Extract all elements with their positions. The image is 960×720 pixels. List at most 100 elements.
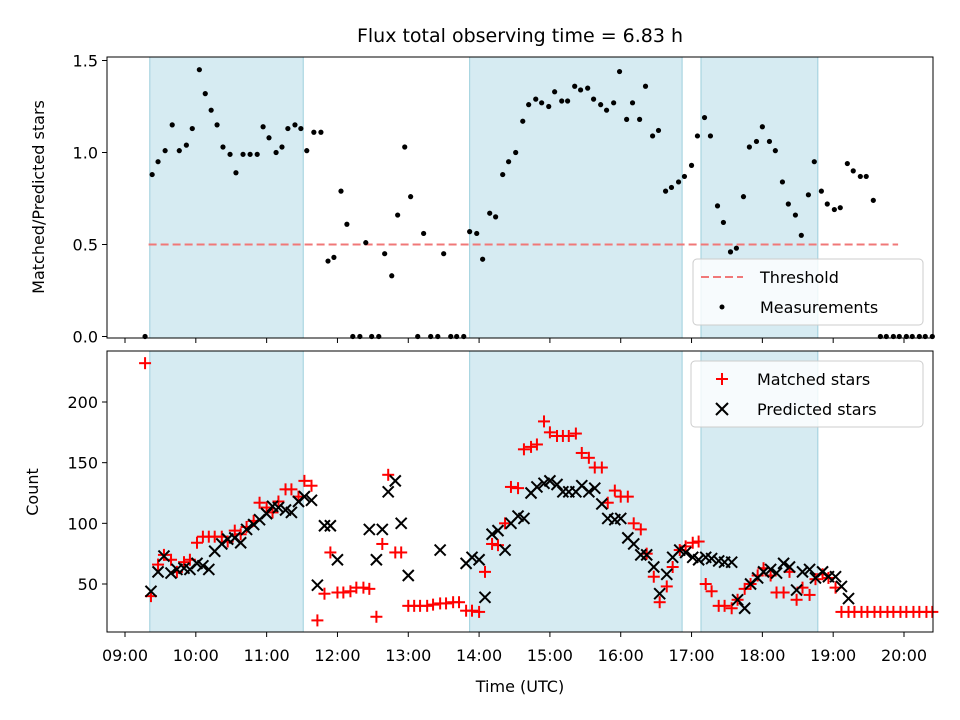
matched-star-point	[692, 535, 705, 548]
predicted-star-point	[485, 528, 499, 541]
measurement-point	[870, 197, 876, 203]
measurement-point	[727, 249, 734, 255]
predicted-star-point	[389, 474, 402, 488]
measurement-point	[408, 194, 414, 200]
measurement-point	[675, 179, 682, 185]
bottom-x-tick-label: 16:00	[598, 646, 644, 665]
measurement-point	[844, 160, 850, 167]
matched-star-point	[718, 599, 731, 612]
predicted-star-stroke-b	[202, 563, 216, 576]
matched-star-point	[543, 426, 556, 439]
measurement-point	[837, 205, 843, 211]
matched-star-point	[285, 483, 298, 496]
predicted-star-point	[764, 563, 777, 576]
matched-star-point	[705, 585, 718, 598]
predicted-star-point	[272, 501, 285, 514]
measurement-point	[857, 173, 863, 180]
matched-star-point	[926, 605, 939, 618]
predicted-star-stroke-b	[376, 523, 389, 536]
measurement-point	[707, 133, 714, 139]
predicted-star-point	[660, 568, 673, 581]
predicted-star-stroke-b	[331, 553, 344, 566]
measurement-point	[318, 129, 324, 135]
top-legend: Threshold Measurements	[692, 258, 924, 326]
predicted-star-stroke-b	[472, 553, 486, 566]
predicted-star-stroke-b	[575, 479, 588, 492]
bottom-legend: Matched stars Predicted stars	[690, 360, 924, 428]
predicted-star-stroke-b	[318, 519, 331, 532]
matched-star-point	[621, 490, 634, 503]
predicted-star-point	[305, 494, 318, 507]
measurement-point	[220, 144, 226, 150]
measurement-point	[389, 273, 395, 279]
predicted-star-stroke-b	[177, 562, 191, 575]
measurement-point	[785, 201, 791, 207]
measurement-point	[533, 96, 539, 102]
predicted-star-point	[331, 553, 344, 566]
predicted-star-stroke-b	[279, 503, 292, 517]
predicted-star-stroke-b	[511, 509, 525, 523]
predicted-star-point	[725, 555, 738, 569]
measurement-point	[759, 124, 765, 130]
predicted-star-stroke-b	[842, 592, 855, 605]
measurement-point	[176, 148, 182, 154]
measurement-point	[655, 127, 662, 134]
predicted-star-stroke-b	[712, 554, 725, 568]
predicted-star-stroke-b	[266, 500, 279, 513]
bottom-legend-box	[690, 360, 924, 428]
predicted-star-stroke-b	[770, 566, 783, 580]
matched-star-point	[298, 474, 311, 487]
predicted-star-stroke-b	[311, 579, 324, 592]
matched-star-point	[305, 479, 318, 492]
predicted-star-stroke-b	[731, 593, 744, 606]
measurement-point	[662, 188, 669, 194]
measurement-point	[526, 102, 532, 108]
matched-star-point	[595, 461, 608, 474]
measurement-point	[266, 135, 272, 141]
bottom-x-tick-label: 20:00	[881, 646, 927, 665]
measurement-point	[169, 122, 175, 128]
predicted-star-stroke-b	[835, 580, 848, 593]
predicted-star-point	[240, 523, 253, 536]
predicted-star-stroke-b	[543, 474, 557, 488]
matched-star-point	[190, 536, 203, 549]
predicted-star-point	[757, 565, 770, 579]
bottom-y-axis-label: Count	[23, 468, 42, 516]
measurement-point	[467, 229, 473, 235]
measurement-point	[681, 173, 688, 180]
measurement-point	[740, 194, 747, 200]
predicted-star-point	[376, 523, 389, 536]
matched-star-point	[517, 443, 530, 456]
predicted-star-point	[491, 524, 505, 537]
predicted-star-point	[382, 485, 395, 498]
matched-star-point	[582, 451, 595, 464]
matched-star-point	[486, 537, 499, 550]
predicted-star-point	[465, 551, 479, 564]
predicted-star-point	[634, 548, 647, 562]
measurement-point	[395, 212, 401, 218]
matched-star-point	[627, 517, 640, 530]
predicted-star-stroke-b	[285, 506, 298, 519]
measurement-point	[474, 230, 480, 237]
predicted-star-stroke-b	[790, 583, 803, 597]
measurement-point	[824, 201, 830, 207]
measurement-point	[779, 179, 786, 185]
bottom-y-tick-label: 50	[78, 575, 98, 594]
matched-star-point	[525, 440, 538, 453]
matched-star-point	[357, 581, 370, 594]
predicted-star-stroke-b	[465, 551, 479, 564]
measurement-point	[772, 148, 778, 154]
bottom-x-tick-label: 14:00	[456, 646, 502, 665]
measurement-point	[500, 171, 506, 178]
predicted-star-stroke-b	[705, 552, 718, 565]
predicted-star-stroke-b	[725, 555, 738, 569]
measurement-point	[603, 107, 610, 113]
measurement-point	[552, 89, 558, 95]
measurement-point	[649, 133, 656, 139]
predicted-star-stroke-b	[491, 524, 505, 537]
measurement-point	[155, 159, 161, 165]
matched-star-point	[653, 596, 666, 609]
matched-star-point	[679, 540, 692, 553]
bottom-plot-frame	[106, 350, 934, 633]
measurement-point	[694, 133, 701, 139]
